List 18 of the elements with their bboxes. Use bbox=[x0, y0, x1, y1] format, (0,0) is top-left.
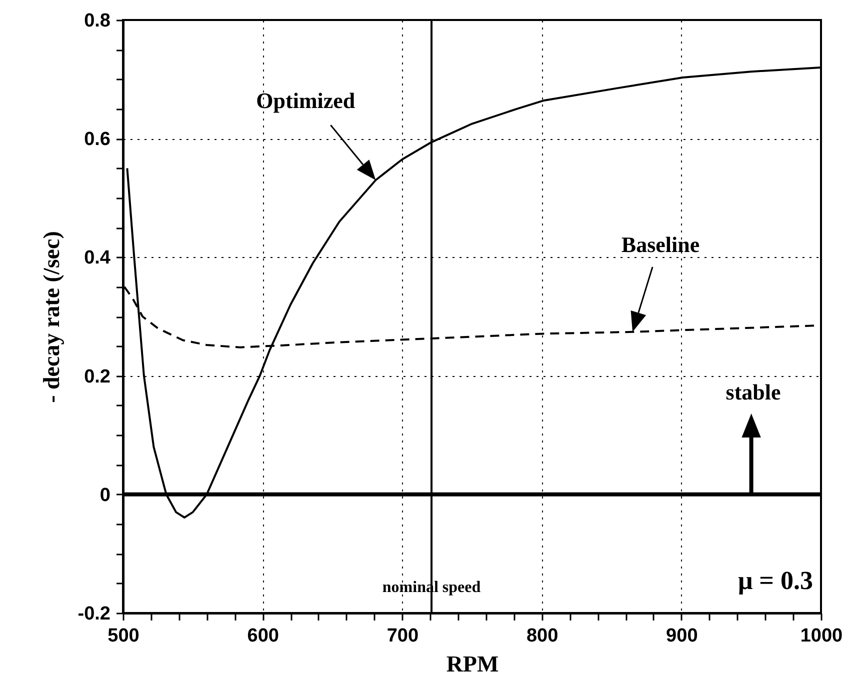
text: Baseline bbox=[621, 232, 700, 257]
x-tick-label: 1000 bbox=[800, 626, 843, 646]
y-tick-label: 0.6 bbox=[84, 129, 110, 150]
y-tick-label: -0.2 bbox=[78, 604, 110, 624]
text: Optimized bbox=[256, 88, 356, 114]
x-axis-title: RPM bbox=[446, 652, 499, 676]
x-tick-label: 800 bbox=[526, 626, 558, 646]
x-tick-label: 600 bbox=[247, 626, 279, 646]
y-tick-label: 0.8 bbox=[84, 10, 110, 32]
y-tick-label: 0.2 bbox=[84, 366, 110, 388]
y-tick-label: 0.4 bbox=[84, 248, 111, 269]
x-tick-label: 900 bbox=[666, 626, 698, 646]
annotation: μ = 0.3 bbox=[738, 566, 813, 595]
y-tick-label: 0 bbox=[100, 484, 110, 506]
x-tick-label: 500 bbox=[108, 626, 140, 646]
x-tick-label: 700 bbox=[386, 626, 419, 646]
y-axis-title: - decay rate (/sec) bbox=[38, 231, 64, 403]
annotation: stable bbox=[726, 380, 782, 405]
